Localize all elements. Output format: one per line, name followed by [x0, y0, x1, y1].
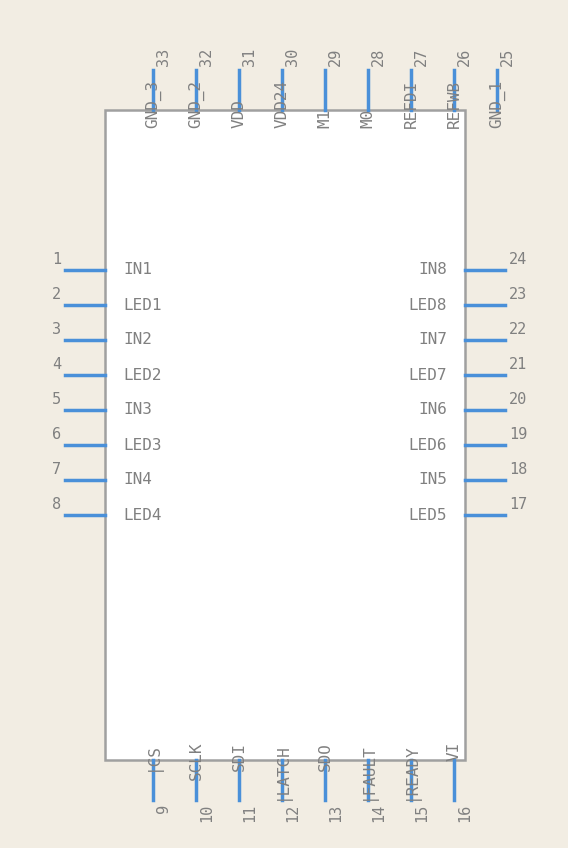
Text: |READY: |READY	[403, 742, 419, 800]
Text: M1: M1	[318, 109, 332, 128]
Text: 29: 29	[328, 47, 343, 66]
Text: LED3: LED3	[123, 438, 161, 453]
Text: 23: 23	[509, 287, 527, 302]
Text: 9: 9	[156, 804, 171, 813]
Text: IN8: IN8	[418, 263, 447, 277]
Text: |CS: |CS	[145, 742, 161, 771]
Text: LED4: LED4	[123, 507, 161, 522]
Text: GND_2: GND_2	[188, 80, 204, 128]
Text: 31: 31	[242, 47, 257, 66]
Text: LED6: LED6	[408, 438, 447, 453]
Text: 10: 10	[199, 804, 214, 823]
Text: VI: VI	[446, 742, 461, 762]
Text: 32: 32	[199, 47, 214, 66]
Text: IN5: IN5	[418, 472, 447, 488]
Text: 5: 5	[52, 392, 61, 407]
Text: LED7: LED7	[408, 367, 447, 382]
Text: 17: 17	[509, 497, 527, 512]
Text: 26: 26	[457, 47, 472, 66]
Text: 15: 15	[414, 804, 429, 823]
Bar	[105, 110, 465, 760]
Text: 3: 3	[52, 322, 61, 337]
Text: |LATCH: |LATCH	[274, 742, 290, 800]
Text: 16: 16	[457, 804, 472, 823]
Text: 7: 7	[52, 462, 61, 477]
Text: REFDI: REFDI	[403, 80, 419, 128]
Text: LED2: LED2	[123, 367, 161, 382]
Text: 27: 27	[414, 47, 429, 66]
Text: 30: 30	[285, 47, 300, 66]
Text: LED1: LED1	[123, 298, 161, 313]
Text: GND_3: GND_3	[145, 80, 161, 128]
Text: VDD: VDD	[232, 99, 247, 128]
Text: 18: 18	[509, 462, 527, 477]
Text: 22: 22	[509, 322, 527, 337]
Text: SCLK: SCLK	[189, 742, 203, 780]
Text: 33: 33	[156, 47, 171, 66]
Text: 25: 25	[500, 47, 515, 66]
Text: 6: 6	[52, 427, 61, 442]
Text: IN7: IN7	[418, 332, 447, 348]
Text: VDD24: VDD24	[274, 80, 290, 128]
Text: 28: 28	[371, 47, 386, 66]
Text: IN6: IN6	[418, 403, 447, 417]
Text: 19: 19	[509, 427, 527, 442]
Text: 12: 12	[285, 804, 300, 823]
Text: |FAULT: |FAULT	[360, 742, 376, 800]
Text: GND_1: GND_1	[489, 80, 505, 128]
Text: LED5: LED5	[408, 507, 447, 522]
Text: SDI: SDI	[232, 742, 247, 771]
Text: 4: 4	[52, 357, 61, 372]
Text: IN4: IN4	[123, 472, 152, 488]
Text: SDO: SDO	[318, 742, 332, 771]
Text: 20: 20	[509, 392, 527, 407]
Text: 11: 11	[242, 804, 257, 823]
Text: 24: 24	[509, 252, 527, 267]
Text: 14: 14	[371, 804, 386, 823]
Text: 1: 1	[52, 252, 61, 267]
Text: IN2: IN2	[123, 332, 152, 348]
Text: 21: 21	[509, 357, 527, 372]
Text: 8: 8	[52, 497, 61, 512]
Text: LED8: LED8	[408, 298, 447, 313]
Text: 13: 13	[328, 804, 343, 823]
Text: 2: 2	[52, 287, 61, 302]
Text: IN1: IN1	[123, 263, 152, 277]
Text: REFWB: REFWB	[446, 80, 461, 128]
Text: M0: M0	[361, 109, 375, 128]
Text: IN3: IN3	[123, 403, 152, 417]
